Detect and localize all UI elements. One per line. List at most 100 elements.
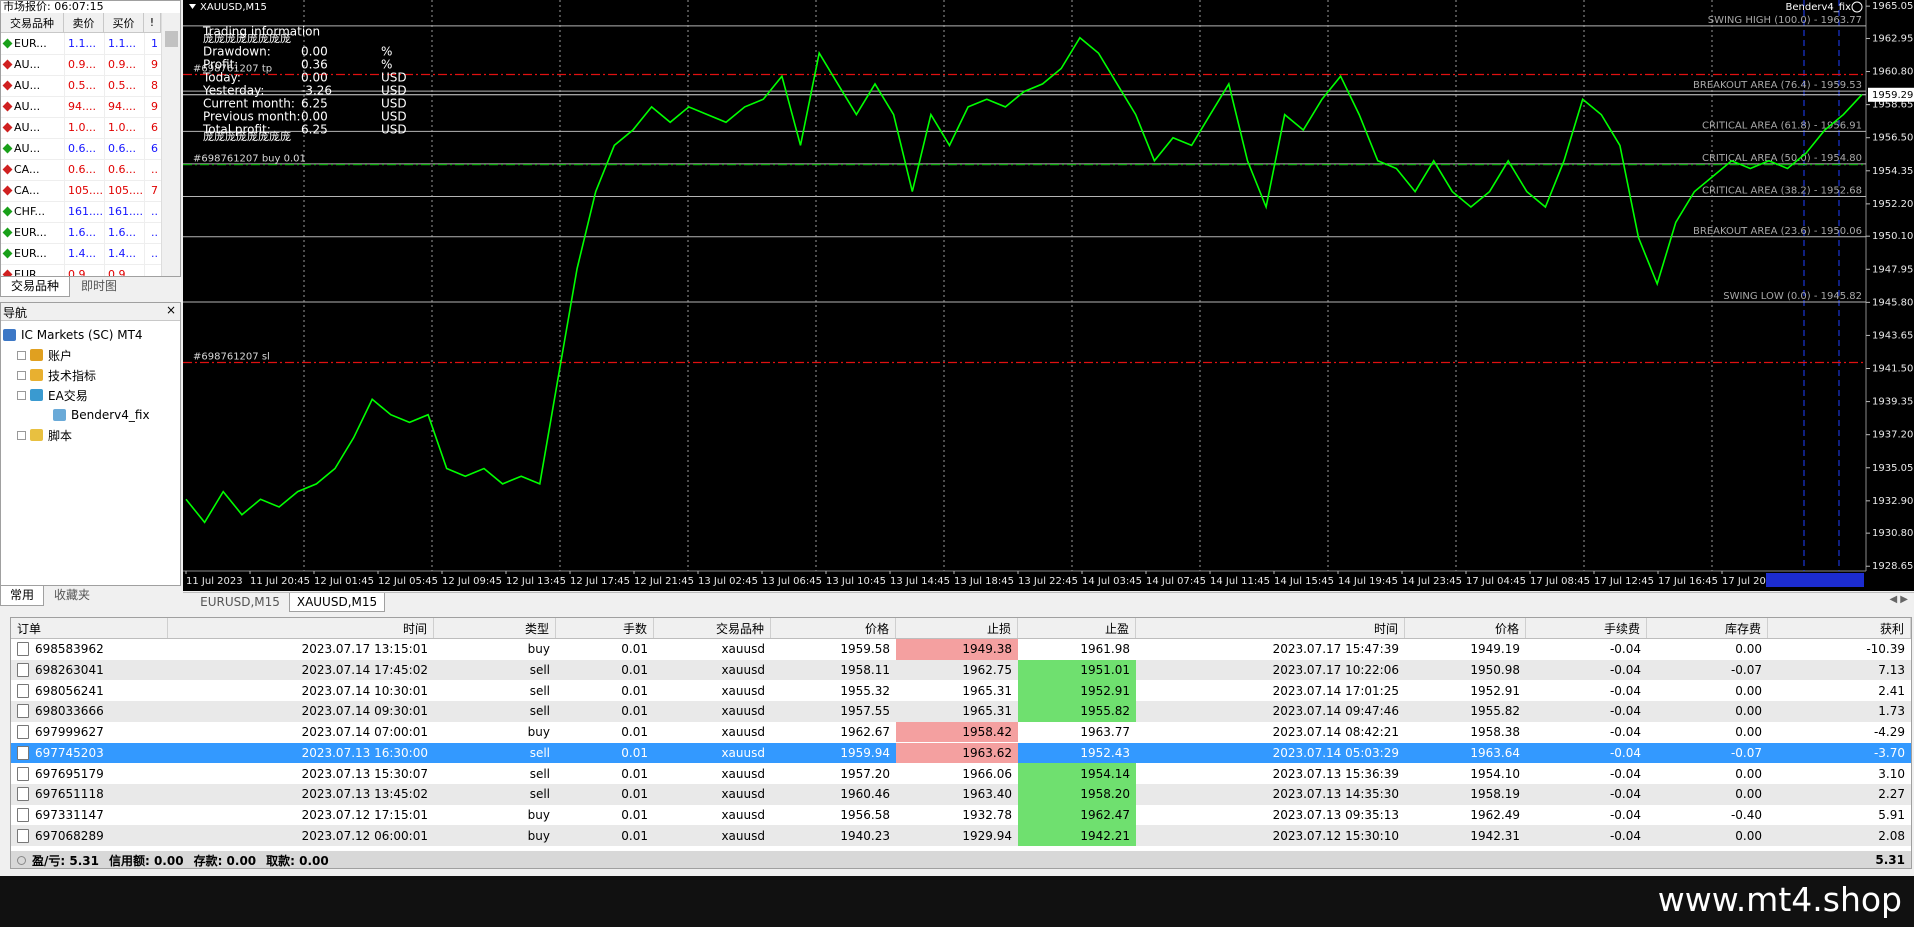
history-cell: 1962.47 (1018, 804, 1136, 826)
tree-item[interactable]: Benderv4_fix (53, 406, 150, 424)
column-header[interactable]: 手续费 (1526, 618, 1647, 638)
cell-text: 1942.31 (1470, 828, 1520, 843)
history-row[interactable]: 698033666 2023.07.14 09:30:01 sell 0.01 xauu… (11, 701, 1911, 722)
fib-level-label: SWING LOW (0.0) - 1945.82 (1723, 291, 1862, 302)
market-watch-tabs: 交易品种 即时图 (0, 277, 181, 297)
symbol-row[interactable]: AU... 94.... 94.... 9 (1, 96, 161, 118)
symbol-row[interactable]: AU... 0.9... 0.9... 9 (1, 54, 161, 76)
history-cell: -10.39 (1768, 639, 1911, 660)
history-row[interactable]: 698263041 2023.07.14 17:45:02 sell 0.01 xauu… (11, 659, 1911, 681)
tree-item[interactable]: IC Markets (SC) MT4 (3, 326, 143, 344)
history-row[interactable]: 697695179 2023.07.13 15:30:07 sell 0.01 xauu… (11, 763, 1911, 784)
cell-text: xauusd (721, 642, 765, 657)
symbol-row[interactable]: EUR... 1.1... 1.1... 1 (1, 33, 161, 55)
symbol-cell: EUR... (1, 33, 64, 54)
y-tick-label: 1947.95 (1872, 264, 1913, 275)
panel-tab[interactable]: 收藏夹 (53, 588, 90, 602)
cell-text: 1962.75 (962, 663, 1012, 678)
tab-scroll-arrows[interactable]: ◀ ▶ (1889, 594, 1908, 605)
quote-ask: 0.5... (104, 75, 144, 96)
column-header[interactable]: 价格 (771, 618, 896, 638)
expand-box[interactable] (17, 390, 26, 400)
column-header[interactable]: 类型 (434, 618, 556, 638)
column-header[interactable]: 手数 (556, 618, 654, 638)
quote-spread: 7 (144, 180, 161, 201)
column-header[interactable]: 止盈 (1018, 618, 1136, 638)
expand-box[interactable] (17, 370, 26, 380)
panel-tab[interactable]: 即时图 (80, 279, 117, 293)
tree-item[interactable]: 脚本 (17, 426, 72, 444)
symbol-row[interactable]: EUR... 1.6... 1.6..... (1, 222, 161, 244)
cell-text: -0.07 (1730, 745, 1762, 760)
history-cell: sell (434, 743, 556, 764)
quote-bid: 94.... (64, 96, 104, 117)
chart-menu-arrow (189, 4, 196, 9)
history-row[interactable]: 698583962 2023.07.17 13:15:01 buy 0.01 xauus… (11, 639, 1911, 660)
history-cell: 1949.38 (896, 639, 1018, 660)
current-price-label: 1959.29 (1872, 90, 1913, 101)
column-header[interactable]: 订单 (11, 618, 168, 638)
y-tick-label: 1954.35 (1872, 166, 1913, 177)
cell-text: buy (527, 807, 550, 822)
symbol-row[interactable]: AU... 1.0... 1.0... 6 (1, 117, 161, 139)
tree-item[interactable]: 技术指标 (17, 366, 96, 384)
expand-box[interactable] (17, 350, 26, 360)
cell-text: 1954.14 (1080, 766, 1130, 781)
quote-ask: 94.... (104, 96, 144, 117)
column-header[interactable]: 交易品种 (654, 618, 771, 638)
account-history: 订单 时间 类型 手数 交易品种 价格 止损 止盈 时间 价格 手续费 库存费 获利 698583962 2… (10, 617, 1912, 869)
close-button[interactable]: × (165, 303, 176, 317)
scroll-thumb[interactable] (165, 31, 178, 47)
chart-tab[interactable]: EURUSD,M15 (200, 595, 280, 609)
symbol-row[interactable]: CA... 105.... 105.... 7 (1, 180, 161, 202)
y-tick-label: 1962.95 (1872, 33, 1913, 44)
history-cell: 697651118 (11, 784, 168, 805)
history-row[interactable]: 697331147 2023.07.12 17:15:01 buy 0.01 xauus… (11, 804, 1911, 826)
panel-tab[interactable]: 常用 (0, 586, 44, 606)
column-header[interactable]: 时间 (168, 618, 434, 638)
history-row[interactable]: 697745203 2023.07.13 16:30:00 sell 0.01 xauu… (11, 742, 1911, 764)
symbol-row[interactable]: AU... 0.6... 0.6... 6 (1, 138, 161, 160)
column-header[interactable]: 价格 (1405, 618, 1526, 638)
history-cell: 0.01 (556, 743, 654, 764)
cell-text: 1952.43 (1080, 745, 1130, 760)
symbol-row[interactable]: AU... 0.5... 0.5... 8 (1, 75, 161, 97)
history-cell: 1961.98 (1018, 639, 1136, 660)
tree-item[interactable]: EA交易 (17, 386, 88, 404)
chart-tab[interactable]: XAUUSD,M15 (289, 593, 385, 612)
column-header[interactable]: ! (144, 13, 161, 32)
history-row[interactable]: 698056241 2023.07.14 10:30:01 sell 0.01 xauu… (11, 680, 1911, 702)
tree-label: IC Markets (SC) MT4 (21, 328, 143, 342)
column-header[interactable]: 卖价 (64, 13, 104, 32)
history-cell: 2023.07.14 08:42:21 (1136, 722, 1405, 743)
cell-text: 697695179 (35, 766, 104, 781)
history-cell: xauusd (654, 680, 771, 701)
tree-icon (30, 369, 43, 381)
column-header[interactable]: 时间 (1136, 618, 1405, 638)
cell-text: 1957.20 (840, 766, 890, 781)
history-row[interactable]: 697068289 2023.07.12 06:00:01 buy 0.01 xauus… (11, 825, 1911, 846)
column-header[interactable]: 获利 (1768, 618, 1911, 638)
history-row[interactable]: 697999627 2023.07.14 07:00:01 buy 0.01 xauus… (11, 721, 1911, 743)
history-cell: 698033666 (11, 701, 168, 722)
cell-text: 1965.31 (962, 683, 1012, 698)
column-header[interactable]: 交易品种 (1, 13, 64, 32)
column-header[interactable]: 止损 (896, 618, 1018, 638)
expand-box[interactable] (17, 430, 26, 440)
panel-tab[interactable]: 交易品种 (0, 277, 70, 297)
symbol-row[interactable]: CHF... 161.... 161...... (1, 201, 161, 223)
symbol-row[interactable]: EUR... 1.4... 1.4..... (1, 243, 161, 265)
cell-text: 1929.94 (962, 828, 1012, 843)
info-value: 6.25 (301, 123, 328, 137)
history-cell: 1958.19 (1405, 784, 1526, 805)
column-header[interactable]: 买价 (104, 13, 144, 32)
cell-text: 1942.21 (1080, 828, 1130, 843)
history-row[interactable]: 697651118 2023.07.13 13:45:02 sell 0.01 xauu… (11, 783, 1911, 805)
navigator-header: 导航 × (1, 303, 180, 321)
symbol-row[interactable]: EUR 0.9 0.9.. (1, 264, 161, 276)
tree-item[interactable]: 账户 (17, 346, 72, 364)
x-tick-label: 17 Jul 16:45 (1658, 576, 1718, 587)
symbol-row[interactable]: CA... 0.6... 0.6..... (1, 159, 161, 181)
column-header[interactable]: 库存费 (1647, 618, 1768, 638)
x-tick-label: 14 Jul 11:45 (1210, 576, 1270, 587)
